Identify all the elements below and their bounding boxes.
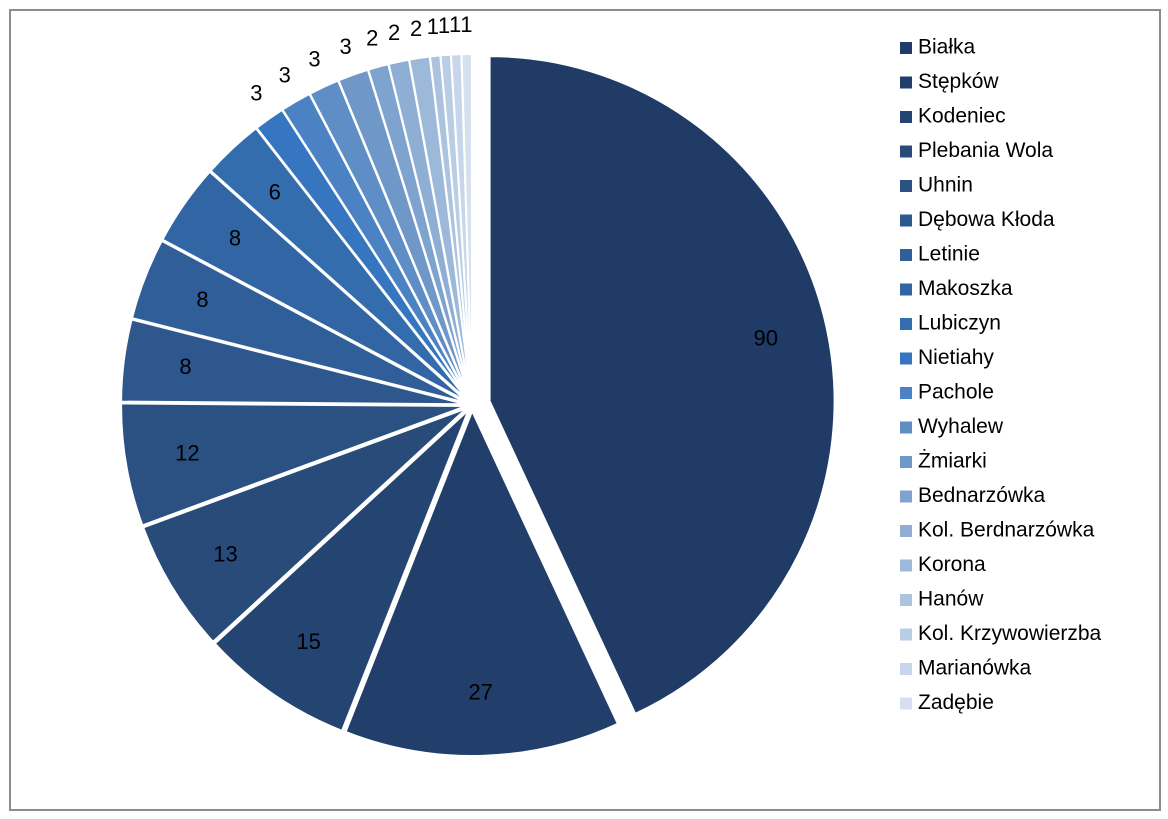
- pie-slice: [120, 318, 467, 406]
- legend-swatch: [900, 490, 912, 503]
- legend-swatch: [900, 111, 912, 123]
- data-label: 27: [468, 680, 492, 705]
- data-label: 2: [366, 25, 378, 50]
- data-label: 15: [296, 629, 320, 654]
- legend-label: Pachole: [918, 381, 994, 404]
- legend-swatch: [900, 628, 912, 641]
- pie-slice: [344, 408, 620, 757]
- pie-slice: [161, 170, 468, 403]
- data-label: 2: [410, 16, 422, 41]
- data-label: 1: [460, 12, 472, 37]
- legend-label: Bednarzówka: [918, 484, 1046, 507]
- legend-swatch: [900, 283, 912, 296]
- legend-label: Lubiczyn: [918, 312, 1001, 335]
- legend-swatch: [900, 525, 912, 537]
- data-label: 8: [196, 287, 208, 312]
- legend-swatch: [900, 42, 912, 54]
- legend-swatch: [900, 352, 912, 365]
- pie-slice: [130, 239, 467, 404]
- legend-label: Białka: [918, 36, 976, 59]
- legend-swatch: [900, 456, 912, 468]
- data-label: 3: [250, 80, 262, 105]
- legend-label: Kol. Berdnarzówka: [918, 519, 1095, 542]
- legend-label: Plebania Wola: [918, 139, 1053, 162]
- data-label: 1: [438, 13, 450, 38]
- legend-swatch: [900, 559, 912, 572]
- legend-swatch: [900, 663, 912, 675]
- data-label: 3: [308, 47, 320, 72]
- pie-slice: [488, 55, 836, 716]
- legend-label: Dębowa Kłoda: [918, 208, 1055, 231]
- pie-slice: [120, 402, 467, 527]
- legend-label: Wyhalew: [918, 415, 1004, 438]
- legend-swatch: [900, 421, 912, 434]
- data-label: 6: [269, 180, 281, 205]
- legend-swatch: [900, 318, 912, 330]
- data-label: 3: [339, 34, 351, 59]
- legend-label: Makoszka: [918, 277, 1013, 300]
- legend-label: Stępków: [918, 70, 999, 93]
- data-label: 8: [229, 226, 241, 251]
- pie-slice: [213, 409, 470, 733]
- legend-swatch: [900, 594, 912, 606]
- legend-swatch: [900, 214, 912, 227]
- legend-label: Marianówka: [918, 657, 1032, 680]
- data-label: 1: [449, 12, 461, 37]
- legend-label: Uhnin: [918, 174, 973, 197]
- legend-label: Nietiahy: [918, 346, 994, 369]
- legend-label: Żmiarki: [918, 450, 987, 473]
- legend-label: Korona: [918, 553, 986, 576]
- legend-swatch: [900, 145, 912, 158]
- legend-label: Zadębie: [918, 691, 994, 714]
- data-label: 8: [179, 354, 191, 379]
- data-label: 2: [388, 20, 400, 45]
- data-label: 12: [175, 441, 199, 466]
- legend-swatch: [900, 697, 912, 710]
- legend-swatch: [900, 387, 912, 399]
- data-label: 1: [427, 14, 439, 39]
- legend-label: Letinie: [918, 243, 980, 266]
- data-label: 13: [213, 541, 237, 566]
- legend-label: Kol. Krzywowierzba: [918, 622, 1102, 645]
- legend-label: Hanów: [918, 588, 984, 611]
- data-label: 90: [754, 326, 778, 351]
- legend-label: Kodeniec: [918, 105, 1006, 128]
- legend-swatch: [900, 249, 912, 261]
- pie-slice: [460, 53, 473, 400]
- pie-slice: [141, 407, 468, 644]
- legend-swatch: [900, 76, 912, 89]
- data-label: 3: [279, 62, 291, 87]
- legend-swatch: [900, 180, 912, 192]
